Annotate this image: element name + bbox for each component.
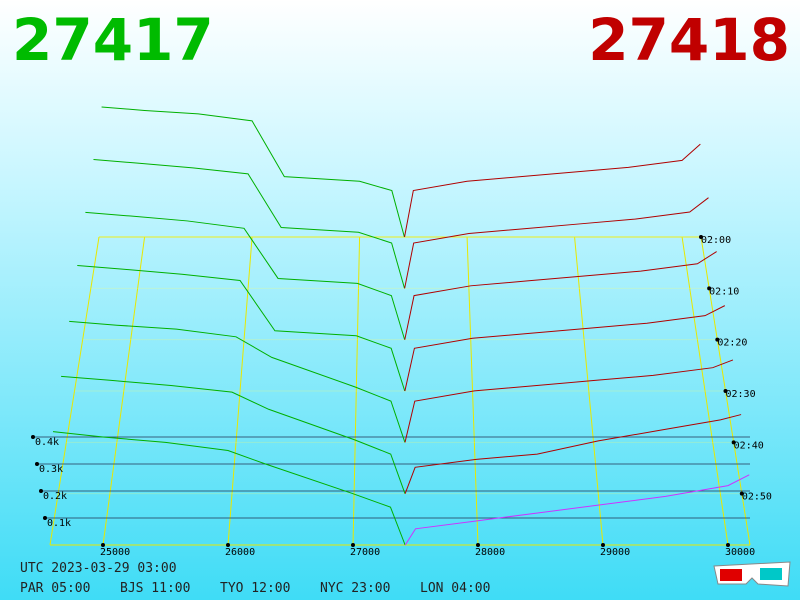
depth-tick (43, 516, 47, 520)
time-tick-label: 02:10 (709, 286, 739, 297)
price-tick (476, 543, 480, 547)
price-tick (351, 543, 355, 547)
price-tick (726, 543, 730, 547)
price-grid-line (227, 236, 253, 546)
x-tick-label: 29000 (600, 547, 630, 558)
curves (52, 106, 750, 546)
ask-curve (404, 305, 726, 392)
time-tick (715, 337, 720, 342)
time-tick (731, 440, 736, 445)
timestamp: UTC 2023-03-29 03:00 (20, 561, 177, 576)
floor-left-edge (49, 236, 100, 546)
price-tick (101, 543, 105, 547)
x-tick-label: 28000 (475, 547, 505, 558)
price-tick (226, 543, 230, 547)
time-tick-label: 02:20 (717, 338, 747, 349)
price-tick (601, 543, 605, 547)
x-tick-label: 27000 (350, 547, 380, 558)
price-grid-line (102, 236, 146, 546)
x-tick-label: 25000 (100, 547, 130, 558)
time-tick-label: 02:40 (734, 440, 764, 451)
ask-curve (404, 359, 734, 443)
bid-curve (101, 106, 405, 238)
time-tick (739, 491, 744, 496)
time-tick-label: 02:50 (742, 492, 772, 503)
ask-curve (404, 414, 742, 494)
depth-tick (35, 462, 39, 466)
ask-curve (404, 197, 709, 289)
time-tick-label: 02:30 (726, 389, 756, 400)
bid-curve (69, 320, 406, 443)
y-tick-label: 0.4k (35, 437, 59, 448)
price-grid-line (681, 236, 729, 546)
time-tick (723, 389, 728, 393)
depth-tick (31, 435, 35, 439)
clock: PAR 05:00 (20, 581, 90, 596)
grid (33, 236, 751, 546)
clocks: PAR 05:00 BJS 11:00 TYO 12:00 NYC 23:00 LON … (20, 581, 490, 596)
best-ask: 27418 (588, 6, 790, 74)
bid-curve (61, 375, 406, 494)
x-tick-label: 26000 (225, 547, 255, 558)
time-tick-label: 02:00 (701, 235, 731, 246)
bid-curve (85, 211, 406, 340)
clock: LON 04:00 (420, 581, 490, 596)
bid-curve (93, 159, 406, 289)
ask-curve (404, 143, 701, 238)
time-tick (707, 286, 712, 291)
ask-curve (404, 251, 717, 340)
clock: BJS 11:00 (120, 581, 190, 596)
y-tick-label: 0.2k (43, 491, 67, 502)
y-tick-label: 0.1k (47, 518, 71, 529)
clock: TYO 12:00 (220, 581, 290, 596)
labels: 25000 26000 27000 28000 29000 30000 0.1k 0.2k 0.… (31, 235, 772, 558)
clock: NYC 23:00 (320, 581, 390, 596)
3d-glasses-icon (713, 561, 791, 587)
bid-curve (77, 264, 406, 392)
best-bid: 27417 (12, 6, 214, 74)
ask-curve (404, 474, 750, 546)
x-tick-label: 30000 (725, 547, 755, 558)
price-grid-line (574, 236, 604, 546)
y-tick-label: 0.3k (39, 464, 63, 475)
bid-curve (52, 431, 406, 546)
time-tick (699, 235, 703, 239)
depth-tick (39, 489, 43, 493)
